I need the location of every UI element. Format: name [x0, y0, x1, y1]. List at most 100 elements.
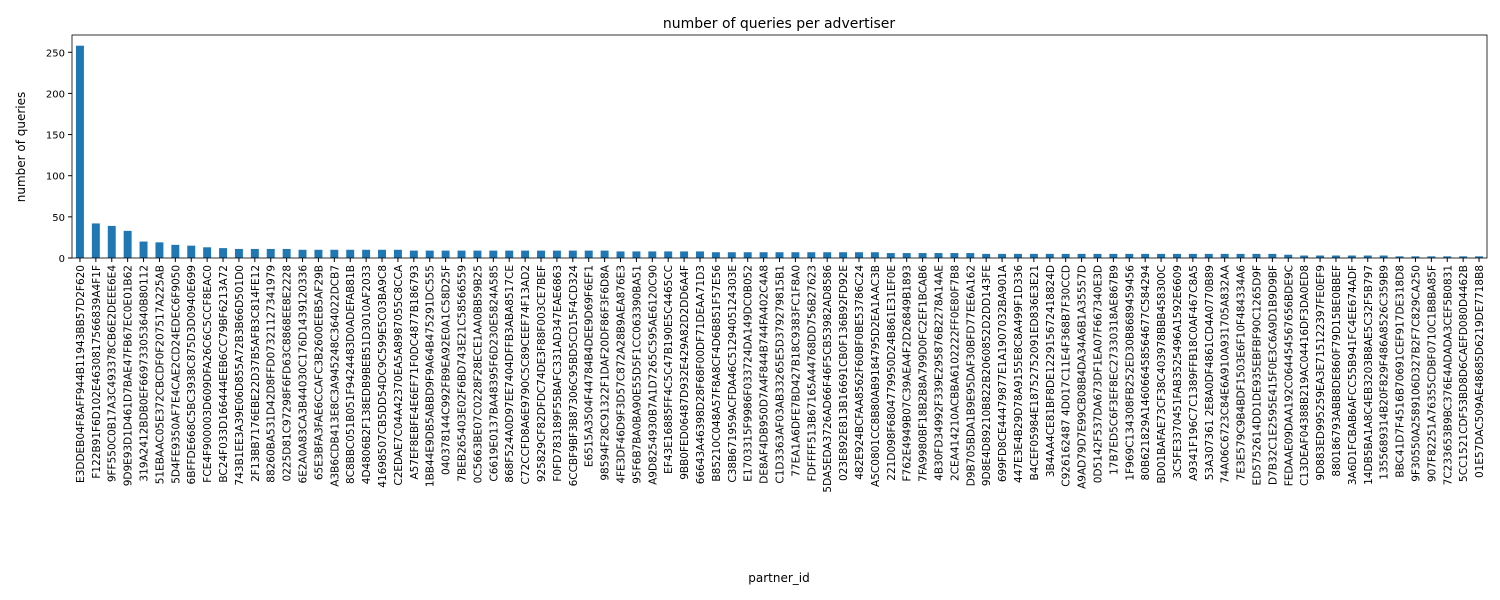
x-tick-label: F762E4949B07C39AEA4F2D26849B1893: [902, 265, 914, 482]
x-tick-label: A3B6CDB413E8C3A945248C364022DCB7: [329, 265, 341, 487]
bar: [1125, 253, 1134, 258]
y-tick-label: 0: [59, 254, 65, 265]
bar: [1061, 253, 1070, 258]
x-tick-label: BBC41D7F4516B70691CEF917DE318D8: [1395, 265, 1407, 478]
bar: [378, 249, 387, 258]
x-tick-label: 41698507CB5DD54DC9C599E5C03BA9C8: [377, 265, 389, 488]
bar: [886, 253, 895, 258]
bar: [982, 253, 991, 258]
bar: [203, 247, 212, 258]
x-tick-label: 5CC1521CDF53BD8D6CAEFD080D4462B: [1458, 265, 1470, 482]
bar: [600, 250, 609, 258]
x-tick-label: 7BEB265403E02F6BD743E21C58566559: [457, 265, 469, 482]
bar: [409, 250, 418, 258]
bar: [902, 253, 911, 258]
x-tick-label: BD01BAFAE73CF38C403978BBB458300C: [1156, 265, 1168, 483]
bar: [1093, 253, 1102, 258]
x-tick-label: 3B4AA4CE81BF8DE122915672418824D: [1045, 265, 1057, 477]
bar: [1427, 256, 1436, 258]
x-tick-label: C6619E0137BA48395F6D230E5824A585: [488, 265, 500, 482]
x-tick-label: E3DDEB04F8AFF944B11943BB57D2F620: [75, 265, 87, 483]
x-tick-label: 14DB5BA1A8C4EB3203B8AE5C32F5B797: [1363, 265, 1375, 485]
x-tick-label: F122B91F6D102E4630817566839A4F1F: [91, 265, 103, 479]
x-tick-label: 8C8BBC051B051F9424483D0ADEFAB81B: [345, 265, 357, 484]
x-tick-label: C13DEAF04388B219AC04416DF3DA0ED8: [1299, 265, 1311, 486]
x-tick-label: 4B30FD34992F339E295876B2278A14AE: [933, 265, 945, 481]
x-tick-label: A9D8254930B7A1D7265C595AE6120C90: [647, 265, 659, 485]
x-tick-label: 65E3BFA3FAE6CCAFC3B2600EEB5AF29B: [313, 265, 325, 480]
bar: [473, 250, 482, 258]
x-tick-label: A57EF8EBFE4E6EF71F0DC4877B186793: [409, 265, 421, 480]
x-tick-label: 4FE3DF46D9F3D57C872A28B9AEA876E3: [616, 265, 628, 484]
bar: [1109, 253, 1118, 258]
x-tick-label: 74A06C6723C84E6A910A931705A832AA: [1220, 264, 1232, 483]
bar: [839, 252, 848, 258]
bar: [1300, 255, 1309, 258]
bar: [155, 242, 164, 258]
x-tick-label: ED5752614DD1DE935EBFBF90C1265D9F: [1251, 265, 1263, 485]
bar: [727, 252, 736, 258]
bar: [855, 252, 863, 258]
x-tick-label: 53A307361 2E8A0DF4861CD4A0770B89: [1204, 265, 1216, 480]
x-tick-label: 95F6B7BA0BA90E55D5F1CC063390BA51: [631, 265, 643, 484]
bar: [552, 250, 561, 258]
x-tick-label: 7C233653B9BC376E4ADADA3CEF5B0831: [1442, 265, 1454, 485]
bar: [330, 249, 339, 258]
x-tick-label: 9D9E93D1D461D7BAE47FB67EC0E01B62: [123, 265, 135, 486]
x-tick-label: A5C0801CC8B80AB9184795D2EA1AAC3B: [870, 265, 882, 487]
y-tick-label: 150: [46, 131, 65, 142]
bar: [807, 252, 816, 258]
x-tick-label: FDFFFF513B67165A44768DD756B27623: [806, 265, 818, 481]
bar: [123, 230, 132, 258]
x-tick-label: 0C5663BE07C0228F28ECE1AA0BB59B25: [472, 265, 484, 483]
bar: [1379, 255, 1388, 258]
bar: [711, 252, 720, 258]
bar: [1252, 253, 1261, 258]
x-tick-label: FCE4F900003D609DFA26C6C5CCF8EAC0: [202, 265, 214, 483]
bar: [75, 45, 84, 258]
bar: [950, 253, 959, 258]
bar: [521, 250, 530, 258]
x-tick-label: 221D098F6804779950D24B861E31EF0E: [886, 265, 898, 481]
x-tick-label: 880186793ABB8DE860F79D15BE0BBEF: [1331, 265, 1343, 477]
bar: [1347, 255, 1356, 258]
bar: [1220, 253, 1229, 258]
bar: [648, 251, 657, 258]
x-tick-label: 699FD8CE44479877E1A1907032BA901A: [997, 264, 1009, 482]
bar: [1045, 253, 1054, 258]
bar: [505, 250, 514, 258]
x-tick-label: 7E3E579C9B4BDF1503E6F10F484334A6: [1236, 265, 1248, 481]
x-tick-label: 6E2A0A83CA3B44030C176D1439120336: [298, 265, 310, 484]
bar: [1157, 253, 1166, 258]
bar: [966, 253, 975, 258]
x-tick-label: D9B705BDA1B9E95DAF30BFD77EE6A162: [965, 265, 977, 486]
x-tick-label: A9341F196C7C1389FFB18C0AF467C8A5: [1188, 265, 1200, 481]
x-tick-label: D7B32C1E2595E415F0E3C6A9D1B9D9BF: [1267, 265, 1279, 485]
y-tick-label: 250: [46, 48, 65, 59]
x-tick-label: 9F30550A2589106D327B2F7C829CA250: [1410, 265, 1422, 482]
y-axis-label: number of queries: [14, 92, 28, 203]
bar: [568, 250, 577, 258]
x-tick-label: 51EBAAC05E372CBCDF0F207517A225AB: [154, 265, 166, 484]
bar: [759, 252, 768, 258]
x-tick-label: 88260BA531D42D8FFD07321127341979: [266, 265, 278, 483]
x-tick-label: C38B671959ACFDA46C5129405124303E: [727, 265, 739, 483]
x-tick-label: C1D3363AF03AB33265E5D379279815B1: [775, 265, 787, 484]
x-tick-label: 9D8E4D89210B822B2060852D2DD143FE: [981, 265, 993, 486]
x-tick-label: 1355689314B20F829F486A8526C359B9: [1379, 265, 1391, 480]
x-tick-label: 2F13BB7176EBE22D37B5AFB3C814FE12: [250, 265, 262, 482]
x-tick-label: 9D883ED995259EA3E715122397FE0EF9: [1315, 265, 1327, 481]
x-tick-label: 4D4806B2F138EDB9BEB51D3010AF2033: [361, 265, 373, 484]
bar: [1363, 255, 1372, 258]
x-tick-label: 3C5FE3370451FAB3525496A1592E6609: [1172, 265, 1184, 479]
bar: [1443, 256, 1452, 258]
bar: [298, 249, 307, 258]
bar: [1411, 256, 1420, 258]
x-tick-label: 5DA5EDA3726AD66F46F5CB53982AD8586: [822, 265, 834, 493]
x-tick-label: 66643A46398D28F68F00DF71DEAA71D3: [695, 265, 707, 484]
bar: [537, 250, 545, 258]
x-tick-label: 17B7ED5C6F3EF8EC27330318AE867B9: [1108, 265, 1120, 475]
bar: [870, 252, 879, 258]
bar: [314, 249, 323, 258]
